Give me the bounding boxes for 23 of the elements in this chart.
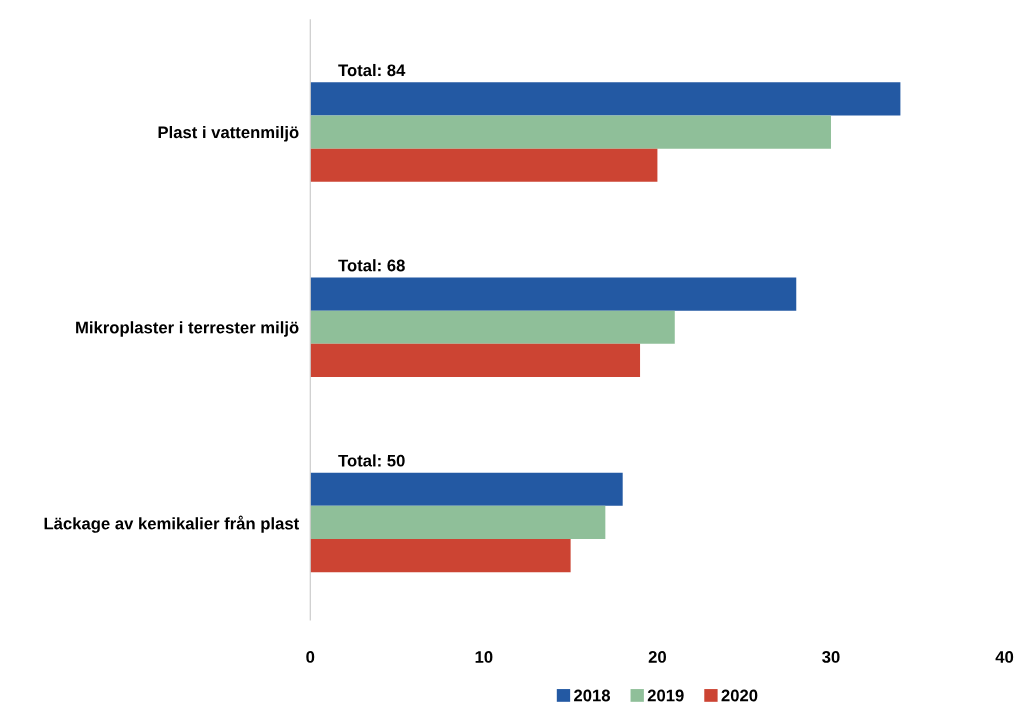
y-tick-label: Läckage av kemikalier från plast [44,515,299,533]
bar [310,148,658,182]
total-label: Total: 50 [338,454,405,467]
bar [310,277,797,311]
bar [310,539,571,573]
legend-label: 2018 [574,689,611,702]
bar [310,310,675,344]
bar [310,115,831,149]
total-label: Total: 68 [338,259,405,272]
legend-label: 2019 [647,689,684,702]
x-tick-label: 30 [822,651,840,663]
bar [310,82,901,116]
y-tick-label: Plast i vattenmiljö [158,126,299,142]
bar [310,505,606,540]
bar [310,472,623,506]
total-label: Total: 84 [338,63,406,77]
y-tick-label: Mikroplaster i terrester miljö [76,321,299,337]
bar [310,343,641,378]
legend-label: 2020 [721,689,758,702]
x-tick-label: 0 [306,651,315,663]
x-tick-label: 20 [648,651,666,663]
x-tick-label: 10 [475,651,493,663]
x-tick-label: 40 [995,651,1014,663]
